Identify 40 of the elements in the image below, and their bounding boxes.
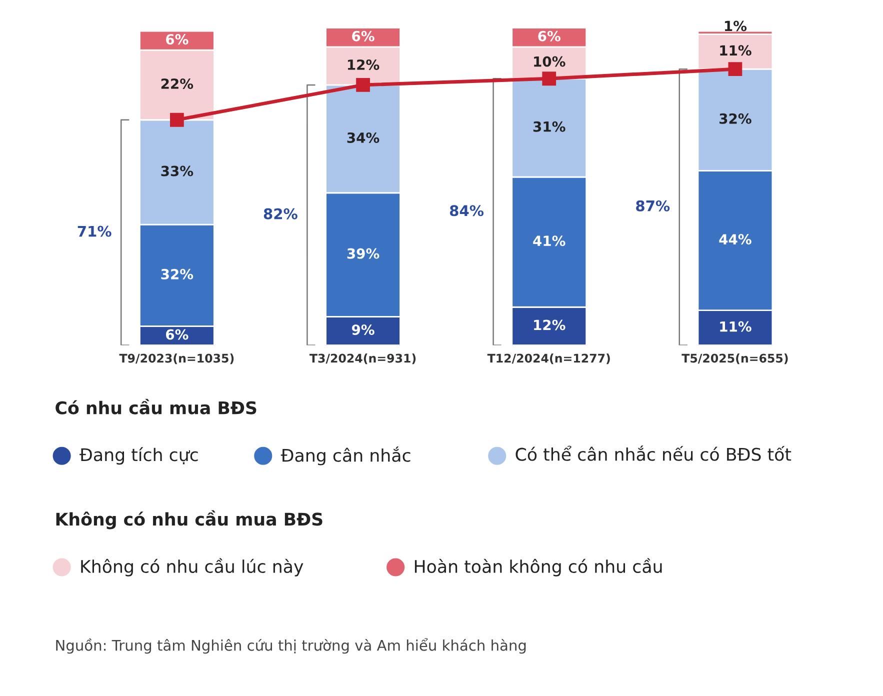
annotation: 82% <box>264 208 298 220</box>
data-label: 6% <box>166 34 188 45</box>
data-label: 32% <box>720 113 752 124</box>
data-label: 10% <box>534 56 566 67</box>
data-label: 31% <box>533 121 566 132</box>
data-label: 12% <box>348 59 380 70</box>
x-tick-label: T3/2024(n=931) <box>309 354 416 364</box>
text: Có nhu cầu mua BĐS <box>56 398 256 414</box>
data-label: 34% <box>347 132 380 143</box>
data-label: 11% <box>720 321 752 332</box>
data-label: 9% <box>352 324 374 335</box>
text: Không có nhu cầu mua BĐS <box>56 510 322 530</box>
data-label: 32% <box>161 268 194 280</box>
point <box>170 112 184 127</box>
point <box>542 72 556 86</box>
x-tick-label: T5/2025(n=655) <box>682 354 788 364</box>
point <box>356 78 370 92</box>
annotation: 71% <box>78 226 112 237</box>
legend-label: Đang cân nhắc <box>280 446 410 466</box>
x-tick-label: T9/2023(n=1035) <box>119 354 234 364</box>
text: Nguồn: Trung tâm Nghiên cứu thị trường và Am hiểu khách hàng <box>56 638 526 654</box>
data-label: 44% <box>719 234 752 245</box>
legend-label: Có thể cân nhắc nếu có BĐS tốt <box>516 445 792 461</box>
annotation: 84% <box>450 205 484 216</box>
data-label: 39% <box>347 248 380 259</box>
x-tick-label: T12/2024(n=1277) <box>487 354 610 364</box>
data-label: 11% <box>720 45 752 56</box>
point <box>728 62 742 76</box>
data-label: 22% <box>161 78 194 89</box>
legend-label: Không có nhu cầu lúc này <box>81 558 304 576</box>
data-label: 1% <box>724 20 747 32</box>
data-label: 33% <box>161 166 194 176</box>
legend-label: Hoàn toàn không có nhu cầu <box>414 558 662 576</box>
data-label: 6% <box>166 329 188 340</box>
legend-label: Đang tích cực <box>80 447 198 465</box>
data-label: 6% <box>352 30 374 42</box>
data-label: 6% <box>538 30 560 42</box>
annotation: 87% <box>636 200 670 212</box>
data-label: 41% <box>533 236 566 246</box>
data-label: 12% <box>534 320 566 330</box>
